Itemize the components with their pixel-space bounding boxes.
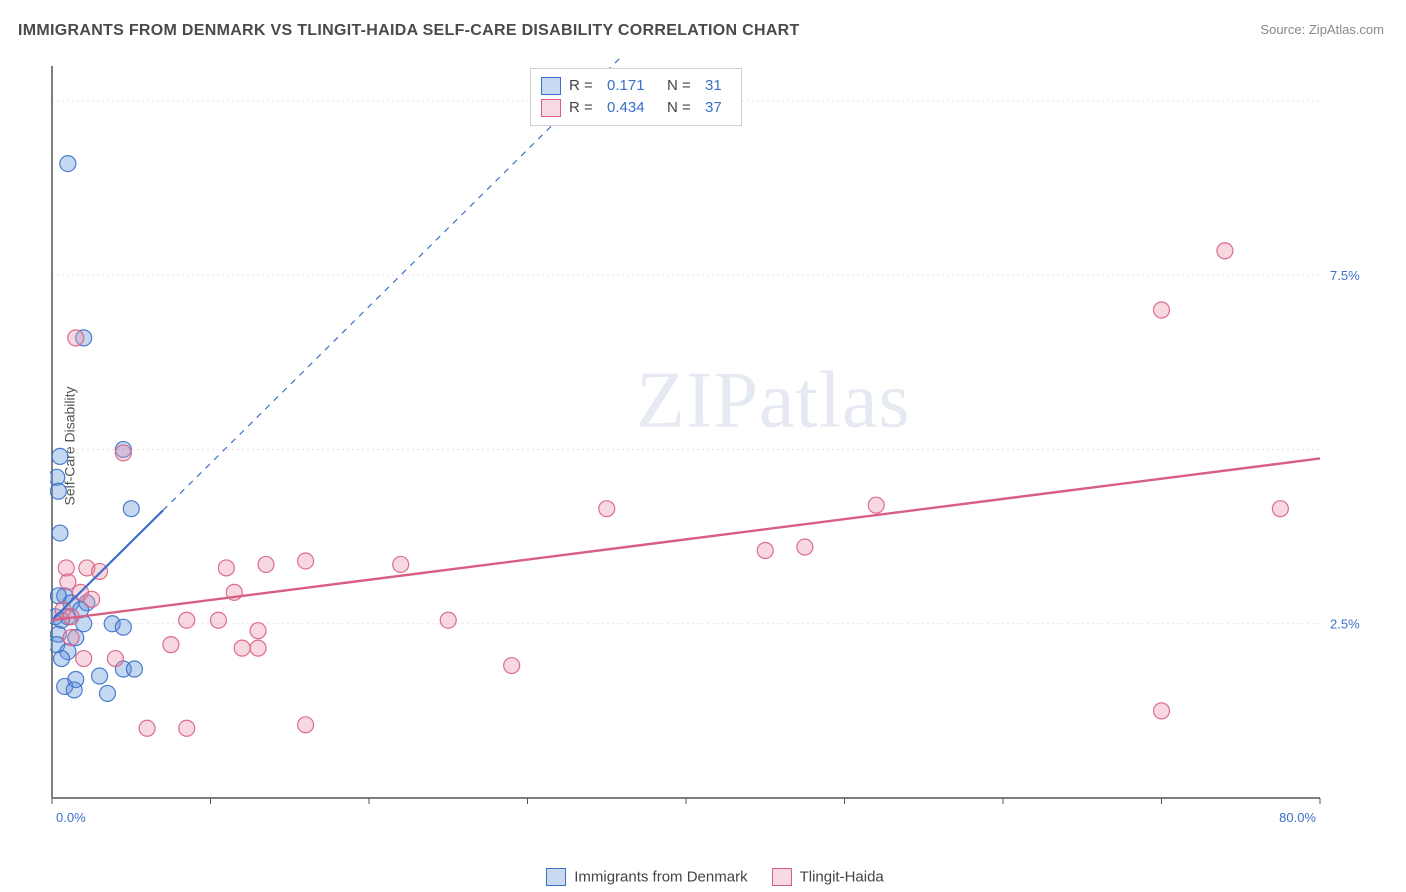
data-point bbox=[1217, 243, 1233, 259]
data-point bbox=[52, 448, 68, 464]
chart-container: IMMIGRANTS FROM DENMARK VS TLINGIT-HAIDA… bbox=[0, 0, 1406, 892]
data-point bbox=[234, 640, 250, 656]
plot-area: 2.5% 7.5% 0.0% 80.0% bbox=[50, 58, 1380, 828]
y-tick-label: 7.5% bbox=[1330, 268, 1360, 283]
legend-row: R = 0.171 N = 31 bbox=[541, 75, 729, 97]
data-point bbox=[298, 553, 314, 569]
data-point bbox=[258, 556, 274, 572]
legend-n-value: 31 bbox=[705, 75, 729, 97]
legend-r-value: 0.434 bbox=[607, 97, 659, 119]
legend-r-value: 0.171 bbox=[607, 75, 659, 97]
legend-n-label: N = bbox=[667, 97, 697, 119]
legend-n-label: N = bbox=[667, 75, 697, 97]
data-point bbox=[99, 685, 115, 701]
data-point bbox=[52, 525, 68, 541]
data-point bbox=[599, 501, 615, 517]
data-point bbox=[298, 717, 314, 733]
data-point bbox=[1272, 501, 1288, 517]
y-tick-label: 2.5% bbox=[1330, 617, 1360, 632]
data-point bbox=[440, 612, 456, 628]
legend-row: R = 0.434 N = 37 bbox=[541, 97, 729, 119]
data-point bbox=[54, 651, 70, 667]
data-point bbox=[250, 623, 266, 639]
source-label: Source: bbox=[1260, 22, 1305, 37]
data-point bbox=[92, 563, 108, 579]
scatter-svg: 2.5% 7.5% 0.0% 80.0% bbox=[50, 58, 1380, 828]
data-point bbox=[139, 720, 155, 736]
legend-series-label: Tlingit-Haida bbox=[800, 869, 884, 886]
data-point bbox=[393, 556, 409, 572]
trend-line bbox=[52, 458, 1320, 620]
data-point bbox=[107, 651, 123, 667]
legend-r-label: R = bbox=[569, 97, 599, 119]
data-point bbox=[163, 637, 179, 653]
legend-swatch bbox=[772, 868, 792, 886]
data-point bbox=[1154, 703, 1170, 719]
x-tick-label: 80.0% bbox=[1279, 810, 1316, 825]
data-point bbox=[126, 661, 142, 677]
data-point bbox=[504, 658, 520, 674]
source-link[interactable]: ZipAtlas.com bbox=[1309, 22, 1384, 37]
legend-swatch bbox=[546, 868, 566, 886]
data-point bbox=[179, 612, 195, 628]
source-credit: Source: ZipAtlas.com bbox=[1260, 22, 1384, 37]
data-point bbox=[58, 560, 74, 576]
data-point bbox=[1154, 302, 1170, 318]
data-point bbox=[210, 612, 226, 628]
data-point bbox=[757, 543, 773, 559]
data-point bbox=[179, 720, 195, 736]
data-point bbox=[868, 497, 884, 513]
data-point bbox=[76, 651, 92, 667]
data-point bbox=[60, 156, 76, 172]
data-point bbox=[63, 630, 79, 646]
legend-swatch bbox=[541, 99, 561, 117]
data-point bbox=[66, 682, 82, 698]
data-point bbox=[50, 483, 66, 499]
data-point bbox=[250, 640, 266, 656]
data-point bbox=[115, 619, 131, 635]
data-point bbox=[218, 560, 234, 576]
legend-series-label: Immigrants from Denmark bbox=[574, 869, 747, 886]
series-legend: Immigrants from Denmark Tlingit-Haida bbox=[0, 868, 1406, 886]
data-point bbox=[123, 501, 139, 517]
chart-title: IMMIGRANTS FROM DENMARK VS TLINGIT-HAIDA… bbox=[18, 22, 800, 40]
legend-swatch bbox=[541, 77, 561, 95]
legend-r-label: R = bbox=[569, 75, 599, 97]
data-point bbox=[68, 330, 84, 346]
data-point bbox=[115, 445, 131, 461]
legend-n-value: 37 bbox=[705, 97, 729, 119]
data-point bbox=[797, 539, 813, 555]
x-tick-label: 0.0% bbox=[56, 810, 86, 825]
correlation-legend: R = 0.171 N = 31 R = 0.434 N = 37 bbox=[530, 68, 742, 126]
data-point bbox=[92, 668, 108, 684]
data-point bbox=[84, 591, 100, 607]
